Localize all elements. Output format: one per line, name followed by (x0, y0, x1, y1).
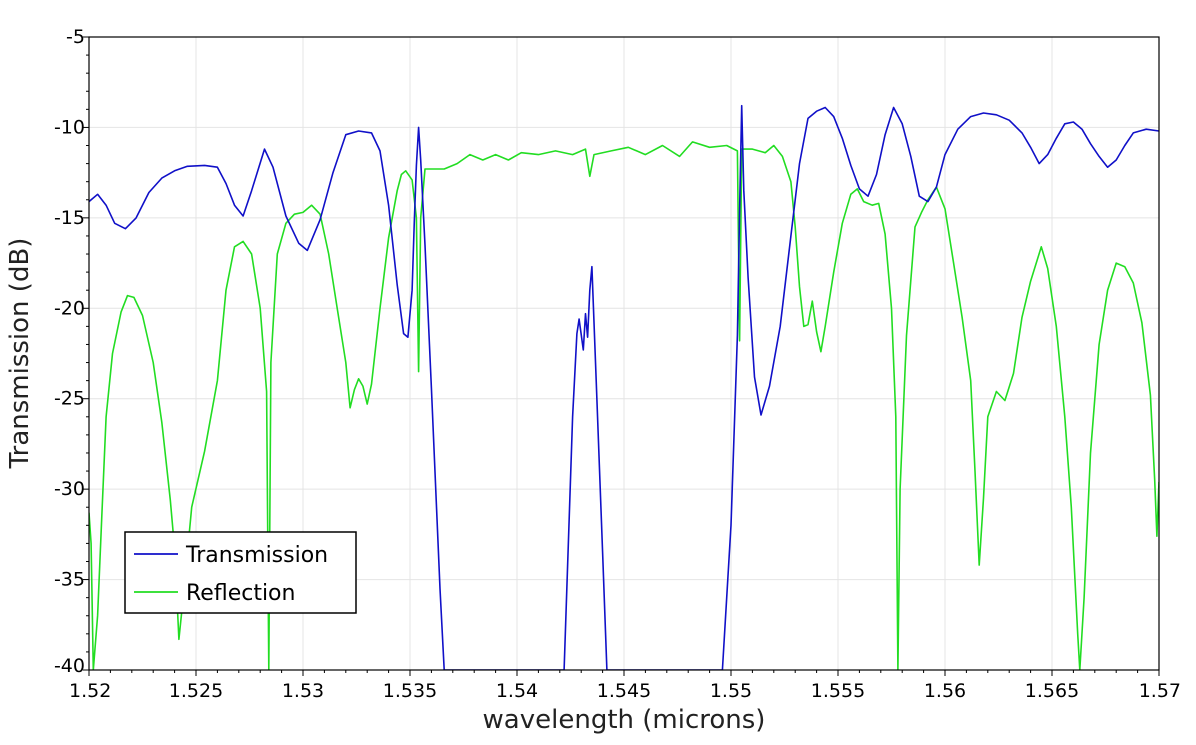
series-line-reflection (89, 141, 1159, 670)
y-tick-label: -30 (54, 478, 85, 500)
legend-label-transmission: Transmission (185, 543, 328, 568)
y-tick-label: -15 (54, 207, 85, 229)
x-tick-label: 1.525 (169, 680, 223, 702)
y-axis-title: Transmission (dB) (5, 238, 35, 470)
x-tick-label: 1.52 (69, 680, 111, 702)
x-tick-label: 1.56 (924, 680, 966, 702)
y-tick-label: -35 (54, 569, 85, 591)
grid-lines (89, 37, 1159, 670)
x-tick-label: 1.53 (282, 680, 324, 702)
y-tick-labels: -5 -10 -15 -20 -25 -30 -35 -40 (54, 26, 85, 677)
x-tick-label: 1.565 (1025, 680, 1079, 702)
x-tick-label: 1.555 (811, 680, 865, 702)
x-tick-label: 1.54 (496, 680, 538, 702)
legend-label-reflection: Reflection (186, 581, 295, 606)
x-tick-label: 1.57 (1139, 680, 1181, 702)
legend: Transmission Reflection (124, 531, 357, 614)
y-tick-label: -10 (54, 116, 85, 138)
legend-box (124, 531, 357, 614)
y-tick-label: -40 (54, 655, 85, 677)
x-tick-labels: 1.52 1.525 1.53 1.535 1.54 1.545 1.55 1.555 1.56… (69, 680, 1181, 702)
series-line-transmission (89, 104, 1159, 670)
tick-marks (83, 36, 1160, 676)
y-tick-label: -5 (66, 26, 85, 48)
y-tick-label: -25 (54, 388, 85, 410)
x-tick-label: 1.545 (597, 680, 651, 702)
x-tick-label: 1.535 (383, 680, 437, 702)
x-tick-label: 1.55 (710, 680, 752, 702)
series-layer (89, 104, 1159, 670)
y-tick-label: -20 (54, 297, 85, 319)
x-axis-title: wavelength (microns) (483, 705, 766, 735)
